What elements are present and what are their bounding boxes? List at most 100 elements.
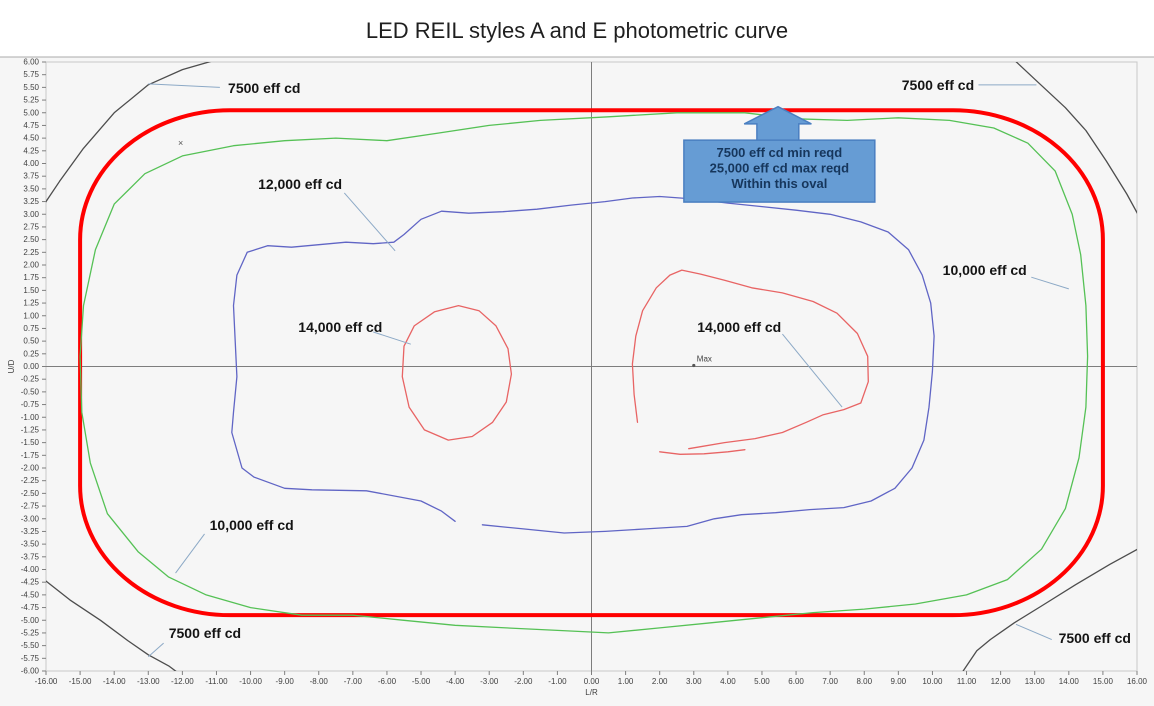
y-tick-label: 4.00 bbox=[23, 159, 39, 168]
contour-series bbox=[46, 62, 1137, 671]
y-tick-label: -3.50 bbox=[21, 540, 40, 549]
y-tick-label: -2.75 bbox=[21, 502, 40, 511]
y-tick-label: 1.00 bbox=[23, 311, 39, 320]
y-tick-label: 5.25 bbox=[23, 96, 39, 105]
y-tick-label: 2.50 bbox=[23, 235, 39, 244]
x-tick-label: -13.00 bbox=[137, 677, 160, 686]
contour-label: 14,000 eff cd bbox=[298, 319, 382, 335]
y-tick-label: 3.50 bbox=[23, 184, 39, 193]
y-tick-label: -5.75 bbox=[21, 654, 40, 663]
y-tick-label: -0.25 bbox=[21, 375, 40, 384]
contour-label: 7500 eff cd bbox=[169, 625, 241, 641]
x-tick-label: 11.00 bbox=[957, 677, 977, 686]
x-tick-label: -3.00 bbox=[480, 677, 499, 686]
x-tick-label: 13.00 bbox=[1025, 677, 1046, 686]
x-tick-label: 16.00 bbox=[1127, 677, 1148, 686]
leader-line bbox=[782, 333, 843, 408]
x-tick-label: 1.00 bbox=[618, 677, 634, 686]
leader-line bbox=[1015, 623, 1052, 640]
x-tick-label: -7.00 bbox=[344, 677, 363, 686]
callout-text-line: 7500 eff cd min reqd bbox=[716, 145, 842, 160]
x-tick-label: 4.00 bbox=[720, 677, 736, 686]
contour-7500 bbox=[46, 580, 177, 671]
y-tick-label: -2.50 bbox=[21, 489, 40, 498]
x-tick-label: -4.00 bbox=[446, 677, 465, 686]
y-tick-label: -5.50 bbox=[21, 641, 40, 650]
x-tick-label: 10.00 bbox=[922, 677, 943, 686]
x-tick-label: 2.00 bbox=[652, 677, 668, 686]
x-tick-label: 8.00 bbox=[856, 677, 872, 686]
x-tick-label: 15.00 bbox=[1093, 677, 1114, 686]
x-tick-label: -9.00 bbox=[276, 677, 295, 686]
y-tick-label: -0.75 bbox=[21, 400, 40, 409]
x-tick-label: -8.00 bbox=[310, 677, 329, 686]
contour-label: 7500 eff cd bbox=[228, 80, 300, 96]
y-tick-label: 1.75 bbox=[23, 273, 39, 282]
y-tick-label: -5.25 bbox=[21, 628, 40, 637]
x-axis-ticks: -16.00 -15.00 -14.00 -13.00 -12.00 -11.00 -10.… bbox=[35, 671, 1148, 686]
callout-box bbox=[683, 139, 876, 203]
contour-7500 bbox=[962, 548, 1137, 671]
x-tick-label: -11.00 bbox=[205, 677, 228, 686]
y-tick-label: 5.50 bbox=[23, 83, 39, 92]
y-tick-label: 6.00 bbox=[23, 58, 39, 67]
x-tick-label: -1.00 bbox=[548, 677, 567, 686]
contour-label: 7500 eff cd bbox=[902, 77, 974, 93]
y-tick-label: -6.00 bbox=[21, 667, 40, 676]
y-tick-label: -4.25 bbox=[21, 578, 40, 587]
contour-labels: 7500 eff cd 7500 eff cd 12,000 eff cd 14,00… bbox=[147, 77, 1131, 658]
y-tick-label: -4.50 bbox=[21, 590, 40, 599]
y-tick-label: -0.50 bbox=[21, 387, 40, 396]
contour-label: 10,000 eff cd bbox=[210, 517, 294, 533]
leader-line bbox=[147, 642, 164, 658]
y-axis-ticks: -6.00 -5.75 -5.50 -5.25 -5.00 -4.75 -4.50 -4.25… bbox=[21, 58, 46, 676]
x-tick-label: 6.00 bbox=[788, 677, 804, 686]
contour-12000 bbox=[231, 195, 935, 534]
y-tick-label: 2.75 bbox=[23, 222, 39, 231]
contour-14000 bbox=[659, 449, 746, 455]
chart-title: LED REIL styles A and E photometric curv… bbox=[366, 18, 788, 43]
contour-label: 14,000 eff cd bbox=[697, 319, 781, 335]
y-tick-label: 2.00 bbox=[23, 261, 39, 270]
x-tick-label: -16.00 bbox=[35, 677, 58, 686]
x-tick-label: 14.00 bbox=[1059, 677, 1080, 686]
x-tick-label: 9.00 bbox=[891, 677, 907, 686]
contour-14000 bbox=[401, 304, 513, 441]
y-tick-label: -4.00 bbox=[21, 565, 40, 574]
point-markers: × Max bbox=[178, 138, 712, 368]
x-tick-label: -10.00 bbox=[239, 677, 262, 686]
x-tick-label: -6.00 bbox=[378, 677, 397, 686]
contour-label: 12,000 eff cd bbox=[258, 176, 342, 192]
max-label: Max bbox=[697, 354, 712, 363]
leader-line bbox=[1031, 276, 1069, 290]
leader-line bbox=[148, 83, 220, 88]
y-tick-label: -1.25 bbox=[21, 425, 40, 434]
y-tick-label: 0.75 bbox=[23, 324, 39, 333]
x-tick-label: 12.00 bbox=[991, 677, 1012, 686]
contour-7500 bbox=[1015, 62, 1137, 214]
x-tick-label: -14.00 bbox=[103, 677, 126, 686]
y-tick-label: 4.25 bbox=[23, 146, 39, 155]
y-tick-label: 0.50 bbox=[23, 337, 39, 346]
contour-7500 bbox=[46, 62, 212, 203]
y-tick-label: -1.75 bbox=[21, 451, 40, 460]
y-tick-label: 0.25 bbox=[23, 349, 39, 358]
y-tick-label: -5.00 bbox=[21, 616, 40, 625]
y-tick-label: 2.25 bbox=[23, 248, 39, 257]
x-tick-label: -12.00 bbox=[171, 677, 194, 686]
y-tick-label: -2.25 bbox=[21, 476, 40, 485]
y-tick-label: 0.00 bbox=[23, 362, 39, 371]
contour-10000 bbox=[79, 112, 1089, 634]
y-tick-label: -1.00 bbox=[21, 413, 40, 422]
leader-line bbox=[175, 533, 205, 574]
leader-line bbox=[343, 192, 396, 252]
y-tick-label: 1.25 bbox=[23, 299, 39, 308]
contour-14000 bbox=[631, 269, 869, 450]
y-tick-label: 3.25 bbox=[23, 197, 39, 206]
x-tick-label: 7.00 bbox=[822, 677, 838, 686]
y-tick-label: -2.00 bbox=[21, 464, 40, 473]
leader-line bbox=[373, 331, 411, 345]
y-tick-label: 1.50 bbox=[23, 286, 39, 295]
